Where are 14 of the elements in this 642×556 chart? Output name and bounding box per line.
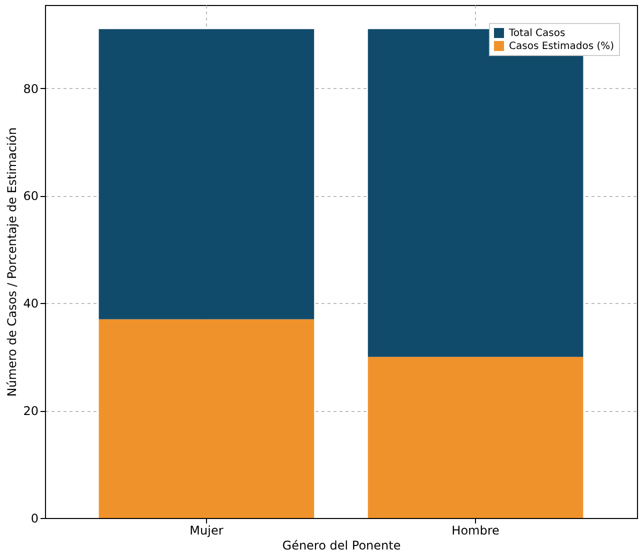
x-axis-title: Género del Ponente bbox=[282, 538, 401, 552]
y-tick-label: 20 bbox=[23, 404, 38, 418]
bar bbox=[368, 356, 584, 518]
legend-label: Casos Estimados (%) bbox=[509, 41, 614, 52]
legend-label: Total Casos bbox=[508, 28, 566, 39]
y-tick-label: 60 bbox=[23, 189, 38, 204]
bar bbox=[98, 29, 314, 320]
y-tick-label: 40 bbox=[23, 296, 38, 311]
bar bbox=[98, 319, 314, 518]
y-tick-label: 0 bbox=[30, 512, 38, 526]
x-tick-label: Mujer bbox=[190, 524, 224, 538]
y-tick-label: 80 bbox=[23, 82, 38, 96]
y-axis-title: Número de Casos / Porcentaje de Estimación bbox=[5, 127, 20, 397]
x-tick-label: Hombre bbox=[452, 524, 500, 538]
